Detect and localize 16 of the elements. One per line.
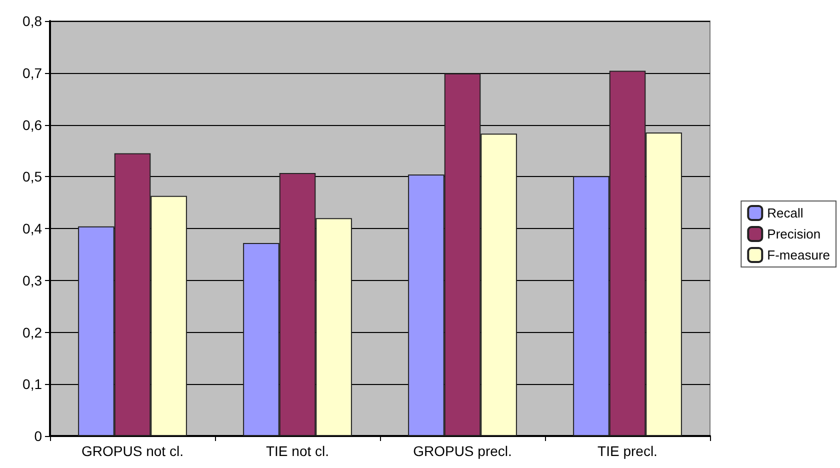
legend-label: Recall — [767, 206, 804, 220]
y-tick-label: 0 — [34, 428, 42, 444]
x-tick-label: TIE precl. — [598, 443, 658, 459]
y-tick-label: 0,7 — [22, 64, 42, 81]
y-tick-label: 0,8 — [22, 13, 42, 29]
x-tick-label: GROPUS not cl. — [82, 443, 184, 459]
legend-label: Precision — [767, 226, 821, 242]
y-tick-label: 0,3 — [22, 272, 42, 288]
x-tick-label: GROPUS precl. — [413, 443, 512, 459]
y-tick-label: 0,6 — [22, 116, 42, 133]
y-tick-label: 0,4 — [22, 220, 42, 236]
y-tick-label: 0,5 — [22, 168, 42, 185]
legend-label: F-measure — [767, 248, 830, 262]
x-tick-label: TIE not cl. — [266, 443, 330, 459]
y-tick-label: 0,1 — [22, 376, 42, 392]
y-tick-label: 0,2 — [22, 324, 42, 340]
